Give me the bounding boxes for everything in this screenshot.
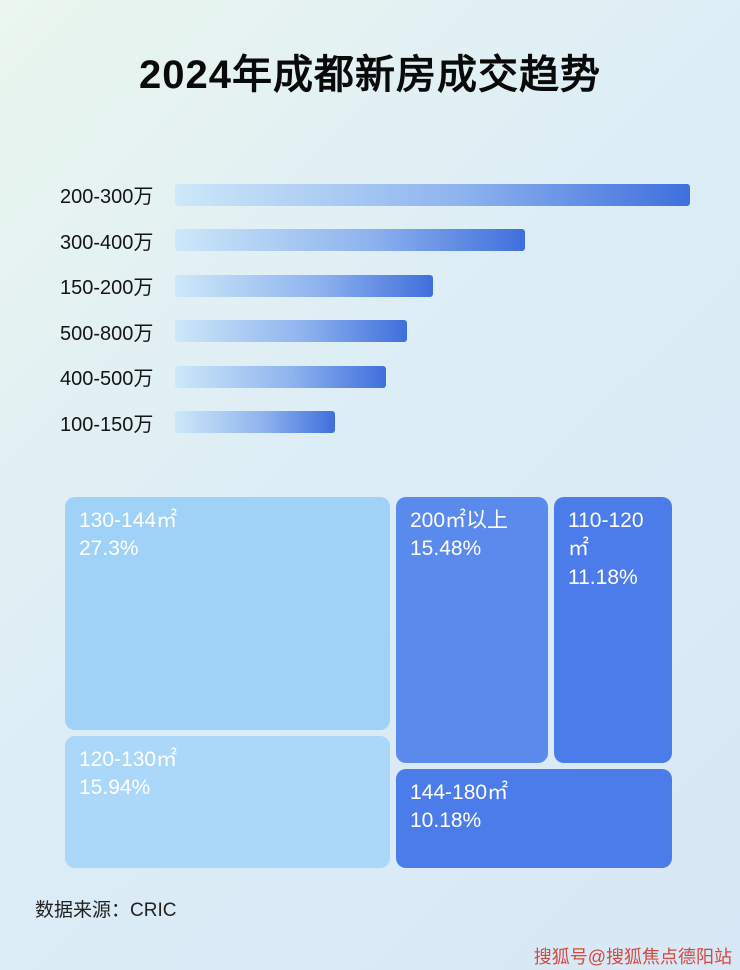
- bar-track: [175, 274, 690, 297]
- bar-fill: [175, 320, 407, 343]
- bar-fill: [175, 183, 690, 206]
- treemap-block-value: 15.48%: [410, 537, 482, 561]
- bar-row-500-800: 500-800万: [60, 309, 690, 355]
- treemap-block-value: 11.18%: [568, 565, 638, 589]
- treemap-block-label: 120-130㎡: [79, 748, 178, 771]
- bar-track: [175, 365, 690, 388]
- treemap-block-label: 144-180㎡: [410, 781, 509, 804]
- treemap-block-label: 130-144㎡: [79, 509, 178, 532]
- treemap-block-value: 27.3%: [79, 537, 139, 561]
- treemap-block-label: 200㎡以上: [410, 509, 509, 532]
- treemap-block-value: 10.18%: [410, 809, 482, 833]
- bar-label: 400-500万: [60, 368, 154, 391]
- data-source-note: 数据来源：CRIC: [35, 900, 177, 921]
- price-range-bar-chart: 200-300万 300-400万 150-200万 500-800万 400-…: [60, 172, 690, 445]
- watermark-text: 搜狐号@搜狐焦点德阳站: [533, 947, 732, 967]
- treemap-block-120-130: 120-130㎡ 15.94%: [65, 736, 390, 868]
- bar-label: 200-300万: [60, 186, 154, 209]
- bar-track: [175, 320, 690, 343]
- area-segment-treemap: 130-144㎡ 27.3% 200㎡以上 15.48% 110-120㎡ 11…: [65, 497, 672, 868]
- bar-row-300-400: 300-400万: [60, 218, 690, 264]
- treemap-block-200-plus: 200㎡以上 15.48%: [396, 497, 548, 763]
- bar-row-100-150: 100-150万: [60, 400, 690, 446]
- bar-label: 100-150万: [60, 413, 154, 436]
- bar-row-200-300: 200-300万: [60, 172, 690, 218]
- treemap-block-label: 110-120㎡: [568, 509, 644, 561]
- page-title: 2024年成都新房成交趋势: [139, 53, 601, 97]
- treemap-block-130-144: 130-144㎡ 27.3%: [65, 497, 390, 730]
- bar-fill: [175, 411, 335, 434]
- treemap-block-value: 15.94%: [79, 776, 151, 800]
- bar-track: [175, 411, 690, 434]
- bar-label: 150-200万: [60, 277, 154, 300]
- bar-fill: [175, 274, 433, 297]
- bar-fill: [175, 229, 526, 252]
- bar-label: 500-800万: [60, 322, 154, 345]
- bar-label: 300-400万: [60, 231, 154, 254]
- bar-row-400-500: 400-500万: [60, 354, 690, 400]
- treemap-block-144-180: 144-180㎡ 10.18%: [396, 769, 672, 868]
- bar-row-150-200: 150-200万: [60, 263, 690, 309]
- treemap-block-110-120: 110-120㎡ 11.18%: [554, 497, 672, 763]
- bar-track: [175, 183, 690, 206]
- bar-fill: [175, 365, 387, 388]
- bar-track: [175, 229, 690, 252]
